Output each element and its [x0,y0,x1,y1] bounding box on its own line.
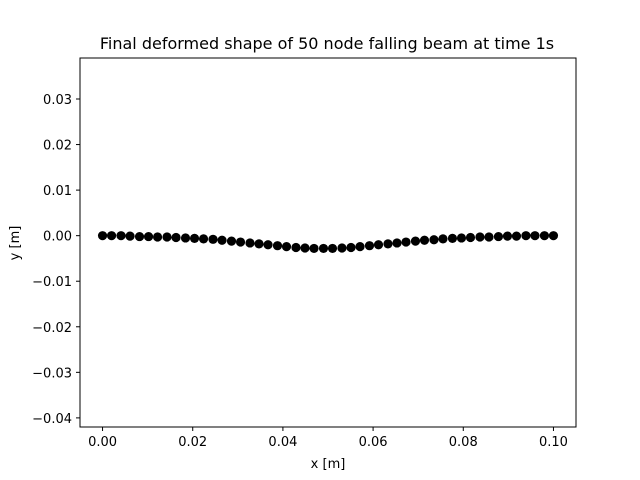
data-point [272,241,283,251]
data-point [364,241,375,251]
plot-area-frame [79,57,577,428]
y-tick-label: −0.04 [32,412,72,427]
data-point [373,240,384,250]
data-point [502,231,513,241]
data-point [493,231,504,242]
data-point [511,231,522,241]
data-point [521,231,531,241]
data-point [401,237,411,247]
x-axis-label: x [m] [311,457,346,472]
x-tick-label: 0.06 [359,435,388,450]
y-tick-label: −0.03 [32,366,72,381]
y-tick-label: 0.00 [43,230,72,245]
data-point [530,231,540,241]
data-point [539,231,550,241]
data-point [217,235,227,245]
y-axis-label: y [m] [8,226,23,261]
data-point [116,231,126,241]
chart-title: Final deformed shape of 50 node falling … [100,34,554,53]
x-tick-label: 0.04 [268,435,297,450]
data-point [327,243,338,254]
data-points [97,231,559,254]
data-point [180,233,191,243]
data-point [263,240,273,250]
data-point [355,242,365,252]
data-point [447,233,458,243]
y-tick-label: 0.02 [43,139,72,154]
x-axis-ticks: 0.00 0.02 0.04 0.06 0.08 0.10 [88,427,568,450]
data-point [245,238,255,248]
data-point [171,232,181,243]
data-point [410,236,421,246]
y-tick-label: 0.03 [43,93,72,108]
data-point [208,234,218,244]
data-point [106,231,117,241]
data-point [281,242,292,252]
data-point [143,231,154,242]
data-point [318,243,329,254]
data-point [548,231,559,241]
data-point [226,236,237,246]
y-axis-ticks: 0.03 0.02 0.01 0.00 −0.01 −0.02 −0.03 −0.04 [32,93,80,427]
data-point [152,232,163,242]
data-point [235,237,246,247]
data-point [134,231,145,242]
x-tick-label: 0.10 [539,435,568,450]
y-tick-label: 0.01 [43,184,72,199]
data-point [419,235,430,245]
data-point [465,232,476,243]
data-point [300,243,310,253]
data-point [125,231,135,241]
data-point [383,239,393,249]
data-point [337,243,347,253]
data-point [456,233,467,243]
data-point [346,242,356,253]
x-tick-label: 0.08 [449,435,478,450]
data-point [97,231,108,241]
data-point [198,234,209,244]
data-point [309,243,319,254]
data-point [392,238,402,248]
data-point [484,232,494,242]
data-point [429,235,439,245]
data-point [438,234,448,244]
data-point [162,232,172,242]
y-tick-label: −0.01 [32,275,72,290]
x-tick-label: 0.02 [178,435,207,450]
data-point [189,233,200,243]
y-tick-label: −0.02 [32,321,72,336]
data-point [475,232,485,242]
x-tick-label: 0.00 [88,435,117,450]
data-point [254,239,264,249]
data-point [291,242,301,253]
